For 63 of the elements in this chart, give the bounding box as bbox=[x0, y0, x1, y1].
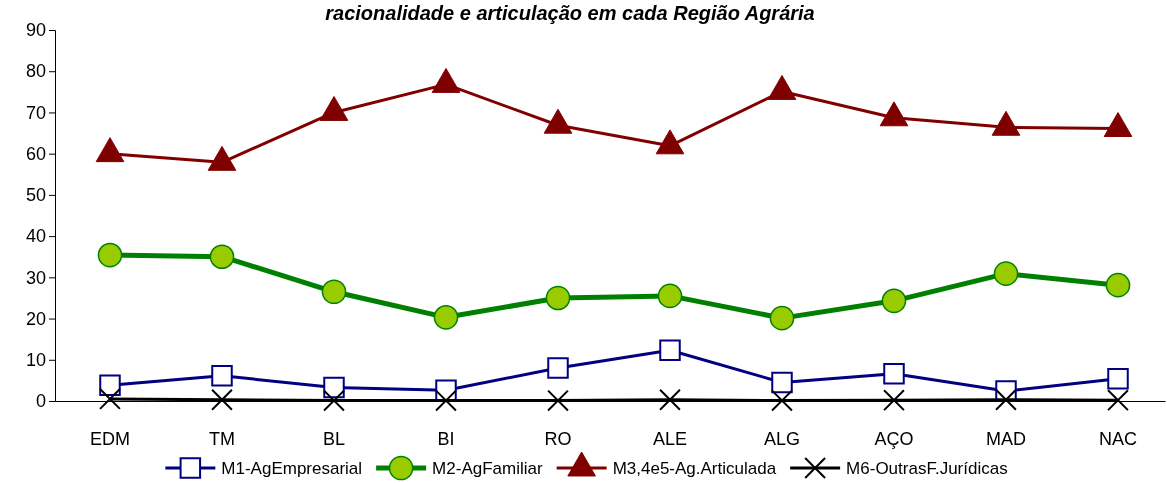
chart-title: racionalidade e articulação em cada Região Agrária bbox=[325, 2, 815, 24]
point bbox=[323, 376, 345, 399]
point bbox=[319, 96, 349, 121]
x-tick-label: ALG bbox=[763, 429, 801, 449]
point bbox=[771, 389, 793, 412]
point bbox=[433, 305, 459, 330]
point bbox=[431, 67, 461, 93]
point bbox=[767, 74, 797, 100]
y-tick-label: 40 bbox=[25, 226, 46, 247]
point bbox=[321, 279, 347, 305]
x-tick-label: BI bbox=[437, 429, 455, 449]
point bbox=[879, 101, 909, 127]
y-tick-label: 20 bbox=[25, 308, 46, 329]
x-tick-label: MAD bbox=[986, 429, 1026, 449]
point bbox=[209, 244, 235, 270]
y-tick-label: 10 bbox=[25, 350, 46, 371]
y-tick-label: 70 bbox=[25, 102, 46, 123]
y-tick-label: 90 bbox=[25, 20, 46, 41]
point bbox=[99, 374, 121, 397]
point bbox=[207, 145, 237, 171]
point bbox=[95, 137, 125, 163]
point bbox=[97, 242, 123, 268]
point bbox=[435, 389, 457, 412]
point bbox=[543, 108, 573, 134]
point bbox=[657, 283, 683, 309]
x-tick-label: ALE bbox=[652, 429, 688, 449]
point bbox=[771, 371, 793, 394]
point bbox=[993, 261, 1019, 286]
legend-label: M2-AgFamiliar bbox=[432, 459, 543, 478]
y-tick-label: 50 bbox=[25, 185, 46, 206]
y-tick-label: 80 bbox=[25, 61, 46, 82]
x-tick-label: TM bbox=[209, 429, 235, 449]
x-tick-label: BL bbox=[322, 429, 346, 449]
point bbox=[211, 365, 233, 387]
x-tick-label: EDM bbox=[90, 429, 130, 449]
point bbox=[883, 363, 905, 385]
point bbox=[547, 389, 569, 412]
legend-label: M1-AgEmpresarial bbox=[221, 459, 363, 478]
legend-label: M3,4e5-Ag.Articulada bbox=[612, 459, 777, 478]
point bbox=[995, 388, 1017, 411]
point bbox=[655, 129, 685, 155]
x-tick-label: NAC bbox=[1098, 429, 1138, 449]
point bbox=[211, 388, 233, 411]
point bbox=[547, 357, 569, 379]
point bbox=[659, 339, 681, 362]
point bbox=[1107, 367, 1129, 390]
point bbox=[659, 388, 681, 411]
point bbox=[1103, 112, 1133, 137]
x-tick-label: AÇO bbox=[874, 429, 914, 449]
y-tick-label: 0 bbox=[35, 391, 46, 412]
point bbox=[883, 389, 905, 412]
point bbox=[545, 285, 571, 311]
point bbox=[323, 389, 345, 412]
point bbox=[1105, 272, 1131, 298]
x-tick-label: RO bbox=[544, 429, 572, 449]
legend-label: M6-OutrasF.Jurídicas bbox=[846, 459, 1008, 478]
y-tick-label: 30 bbox=[25, 267, 46, 288]
point bbox=[881, 288, 907, 314]
point bbox=[1107, 389, 1129, 412]
y-tick-label: 60 bbox=[25, 143, 46, 164]
point bbox=[991, 110, 1021, 136]
point bbox=[99, 387, 121, 410]
point bbox=[769, 305, 795, 331]
